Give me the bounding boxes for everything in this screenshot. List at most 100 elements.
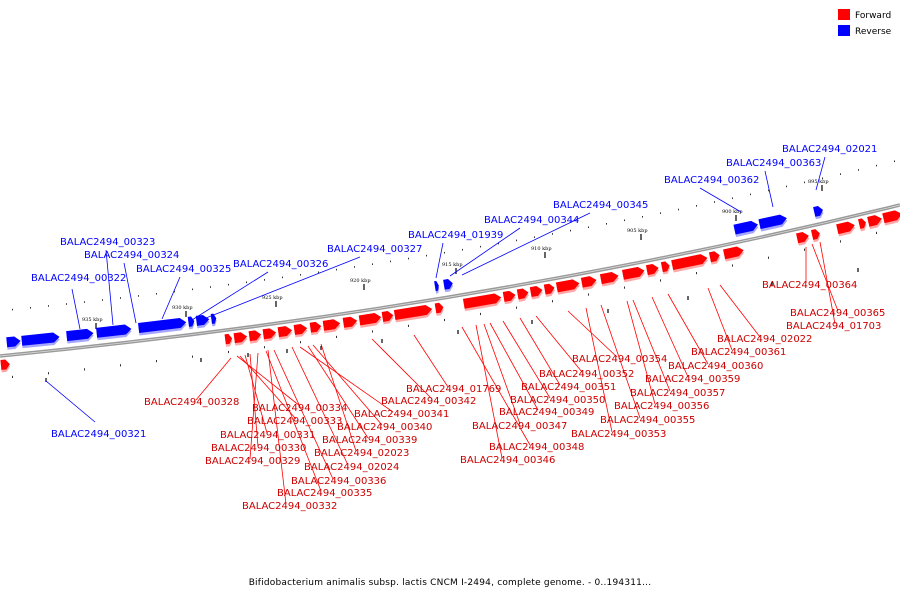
forward-gene[interactable]: [529, 285, 544, 300]
gene-label-reverse[interactable]: BALAC2494_00326: [233, 259, 328, 270]
forward-gene[interactable]: [248, 330, 263, 344]
gene-label-reverse[interactable]: BALAC2494_00325: [136, 264, 231, 275]
leader-line-forward: [320, 343, 357, 452]
forward-gene[interactable]: [580, 275, 598, 291]
forward-gene[interactable]: [233, 331, 249, 346]
gene-label-forward[interactable]: BALAC2494_00329: [205, 456, 300, 467]
gene-label-forward[interactable]: BALAC2494_00349: [499, 407, 594, 418]
gene-label-forward[interactable]: BALAC2494_02024: [304, 462, 399, 473]
gene-label-reverse[interactable]: BALAC2494_00321: [51, 429, 146, 440]
gene-label-forward[interactable]: BALAC2494_00335: [277, 488, 372, 499]
gene-label-reverse[interactable]: BALAC2494_00322: [31, 273, 126, 284]
gene-label-reverse[interactable]: BALAC2494_02021: [782, 144, 877, 155]
gene-label-forward[interactable]: BALAC2494_00356: [614, 401, 709, 412]
gene-label-forward[interactable]: BALAC2494_00364: [762, 280, 857, 291]
forward-gene[interactable]: [277, 325, 294, 340]
gene-label-forward[interactable]: BALAC2494_00342: [381, 396, 476, 407]
gene-label-forward[interactable]: BALAC2494_00340: [337, 422, 432, 433]
forward-gene[interactable]: [599, 271, 620, 287]
forward-gene[interactable]: [262, 328, 278, 342]
forward-gene[interactable]: [381, 310, 395, 325]
gene-label-forward[interactable]: BALAC2494_00353: [571, 429, 666, 440]
forward-gene[interactable]: [621, 266, 646, 283]
gene-label-forward[interactable]: BALAC2494_00336: [291, 476, 386, 487]
reverse-gene[interactable]: [813, 205, 825, 220]
reverse-gene[interactable]: [733, 220, 759, 237]
forward-gene[interactable]: [671, 253, 709, 273]
gene-label-forward[interactable]: BALAC2494_00360: [668, 361, 763, 372]
leader-line-reverse: [815, 156, 826, 191]
gene-label-forward[interactable]: BALAC2494_00332: [242, 501, 337, 512]
gene-label-forward[interactable]: BALAC2494_01769: [406, 384, 501, 395]
forward-gene[interactable]: [645, 263, 660, 278]
forward-gene[interactable]: [708, 250, 721, 265]
forward-gene[interactable]: [0, 359, 11, 373]
forward-gene[interactable]: [810, 228, 822, 243]
gene-label-forward[interactable]: BALAC2494_00359: [645, 374, 740, 385]
gene-label-forward[interactable]: BALAC2494_00355: [600, 415, 695, 426]
gene-label-forward[interactable]: BALAC2494_00341: [354, 409, 449, 420]
gene-label-forward[interactable]: BALAC2494_00328: [144, 397, 239, 408]
gene-label-reverse[interactable]: BALAC2494_00327: [327, 244, 422, 255]
forward-gene[interactable]: [502, 290, 517, 305]
forward-gene[interactable]: [516, 288, 530, 302]
gene-label-forward[interactable]: BALAC2494_00357: [630, 388, 725, 399]
forward-gene[interactable]: [393, 304, 433, 323]
forward-gene[interactable]: [836, 220, 856, 237]
forward-gene[interactable]: [660, 261, 671, 275]
gene-label-forward[interactable]: BALAC2494_00365: [790, 308, 885, 319]
gene-label-forward[interactable]: BALAC2494_00339: [322, 435, 417, 446]
forward-gene[interactable]: [882, 209, 900, 226]
gene-label-forward[interactable]: BALAC2494_00352: [539, 369, 634, 380]
gene-label-reverse[interactable]: BALAC2494_00323: [60, 237, 155, 248]
gene-label-reverse[interactable]: BALAC2494_01939: [408, 230, 503, 241]
gene-label-forward[interactable]: BALAC2494_00331: [220, 430, 315, 441]
forward-gene[interactable]: [723, 245, 745, 262]
reverse-gene[interactable]: [6, 336, 21, 350]
reverse-gene[interactable]: [187, 316, 196, 330]
forward-gene[interactable]: [322, 318, 342, 334]
forward-gene[interactable]: [543, 283, 556, 297]
reverse-gene[interactable]: [434, 280, 440, 294]
forward-gene[interactable]: [309, 321, 323, 336]
gene-label-forward[interactable]: BALAC2494_00347: [472, 421, 567, 432]
gene-label-forward[interactable]: BALAC2494_01703: [786, 321, 881, 332]
gene-label-forward[interactable]: BALAC2494_00346: [460, 455, 555, 466]
reverse-gene[interactable]: [758, 213, 788, 232]
gene-label-forward[interactable]: BALAC2494_00351: [521, 382, 616, 393]
gene-label-reverse[interactable]: BALAC2494_00363: [726, 158, 821, 169]
forward-gene[interactable]: [462, 292, 503, 312]
forward-gene[interactable]: [555, 278, 581, 295]
forward-gene[interactable]: [342, 316, 359, 331]
gene-label-forward[interactable]: BALAC2494_00334: [252, 403, 347, 414]
reverse-gene[interactable]: [443, 278, 454, 293]
reverse-gene[interactable]: [195, 314, 210, 329]
gene-label-forward[interactable]: BALAC2494_00333: [247, 416, 342, 427]
gene-label-forward[interactable]: BALAC2494_00330: [211, 443, 306, 454]
gene-label-reverse[interactable]: BALAC2494_00345: [553, 200, 648, 211]
gene-label-forward[interactable]: BALAC2494_00348: [489, 442, 584, 453]
forward-gene[interactable]: [224, 333, 234, 347]
gene-label-forward[interactable]: BALAC2494_00354: [572, 354, 667, 365]
gene-label-reverse[interactable]: BALAC2494_00362: [664, 175, 759, 186]
gene-label-reverse[interactable]: BALAC2494_00344: [484, 215, 579, 226]
gene-label-forward[interactable]: BALAC2494_02022: [717, 334, 812, 345]
minor-tick: [588, 293, 589, 296]
minor-tick: [858, 169, 859, 171]
gene-label-forward[interactable]: BALAC2494_02023: [314, 448, 409, 459]
reverse-gene[interactable]: [66, 328, 94, 344]
reverse-gene[interactable]: [21, 332, 60, 349]
forward-gene[interactable]: [358, 312, 383, 328]
forward-gene[interactable]: [434, 302, 445, 316]
forward-gene[interactable]: [293, 323, 309, 338]
reverse-gene[interactable]: [138, 317, 187, 336]
forward-gene[interactable]: [796, 231, 810, 246]
gene-label-forward[interactable]: BALAC2494_00361: [691, 347, 786, 358]
minor-tick: [732, 264, 733, 267]
forward-gene[interactable]: [867, 214, 884, 230]
reverse-gene[interactable]: [210, 313, 218, 327]
gene-label-reverse[interactable]: BALAC2494_00324: [84, 250, 179, 261]
reverse-gene[interactable]: [96, 324, 132, 341]
gene-label-forward[interactable]: BALAC2494_00350: [510, 395, 605, 406]
forward-gene[interactable]: [858, 218, 868, 232]
